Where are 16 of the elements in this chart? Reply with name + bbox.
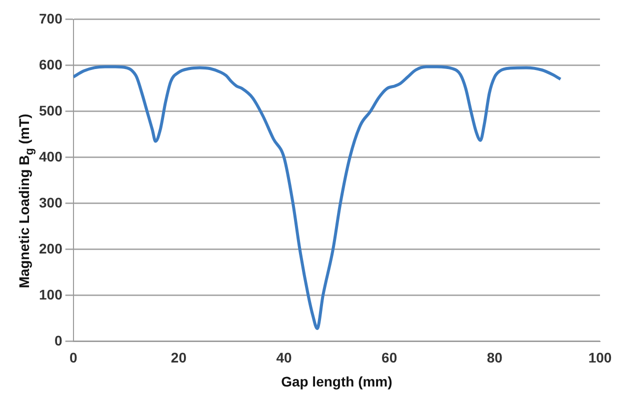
x-tick-label: 40 [276,350,292,366]
x-tick-label: 60 [382,350,398,366]
x-tick-label: 0 [69,350,78,366]
x-tick-label: 20 [170,350,187,366]
x-tick-label: 80 [486,350,503,366]
x-axis-title: Gap length (mm) [281,373,392,390]
y-tick-label: 700 [39,10,63,26]
y-tick-label: 500 [39,102,63,118]
y-tick-label: 100 [39,286,63,302]
line-series [73,65,562,330]
y-tick-label: 400 [39,148,63,164]
y-tick-label: 300 [39,194,63,210]
y-tick-label: 0 [54,332,63,348]
y-tick-label: 200 [39,240,63,256]
x-tick-label: 100 [588,350,612,366]
y-tick-label: 600 [39,56,63,72]
